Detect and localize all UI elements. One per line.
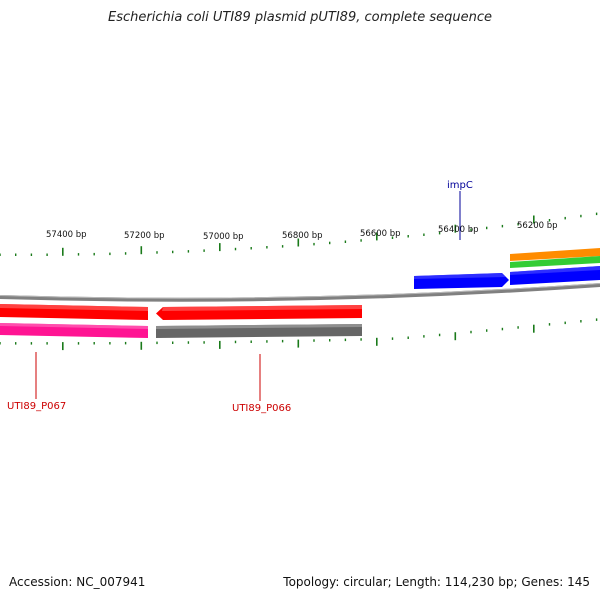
accession-text: Accession: NC_007941 [9,575,146,589]
map-title: Escherichia coli UTI89 plasmid pUTI89, c… [108,10,492,25]
gene-green[interactable] [510,256,600,268]
tick-label-56800: 56800 bp [282,231,323,241]
cds-UTI89_P067[interactable] [0,304,148,320]
gene-label-impC[interactable]: impC [447,180,473,191]
outer-tick-row [0,212,598,256]
gene-UTI89_P066[interactable] [156,324,362,338]
topology-summary: Topology: circular; Length: 114,230 bp; … [283,575,590,589]
gene-label-UTI89_P066[interactable]: UTI89_P066 [232,403,291,414]
gene-label-UTI89_P067[interactable]: UTI89_P067 [7,401,66,412]
gene-impC[interactable] [414,266,600,289]
cds-UTI89_P066[interactable] [156,305,362,320]
tick-label-57200: 57200 bp [124,231,165,241]
tick-label-57000: 57000 bp [203,232,244,242]
backbone-arc [0,283,600,302]
tick-label-57400: 57400 bp [46,230,87,240]
tick-label-56600: 56600 bp [360,229,401,239]
inner-tick-row [0,318,598,351]
gene-UTI89_P067[interactable] [0,323,148,338]
gene-orange[interactable] [510,248,600,261]
tick-label-56400: 56400 bp [438,225,479,235]
tick-label-56200: 56200 bp [517,221,558,231]
